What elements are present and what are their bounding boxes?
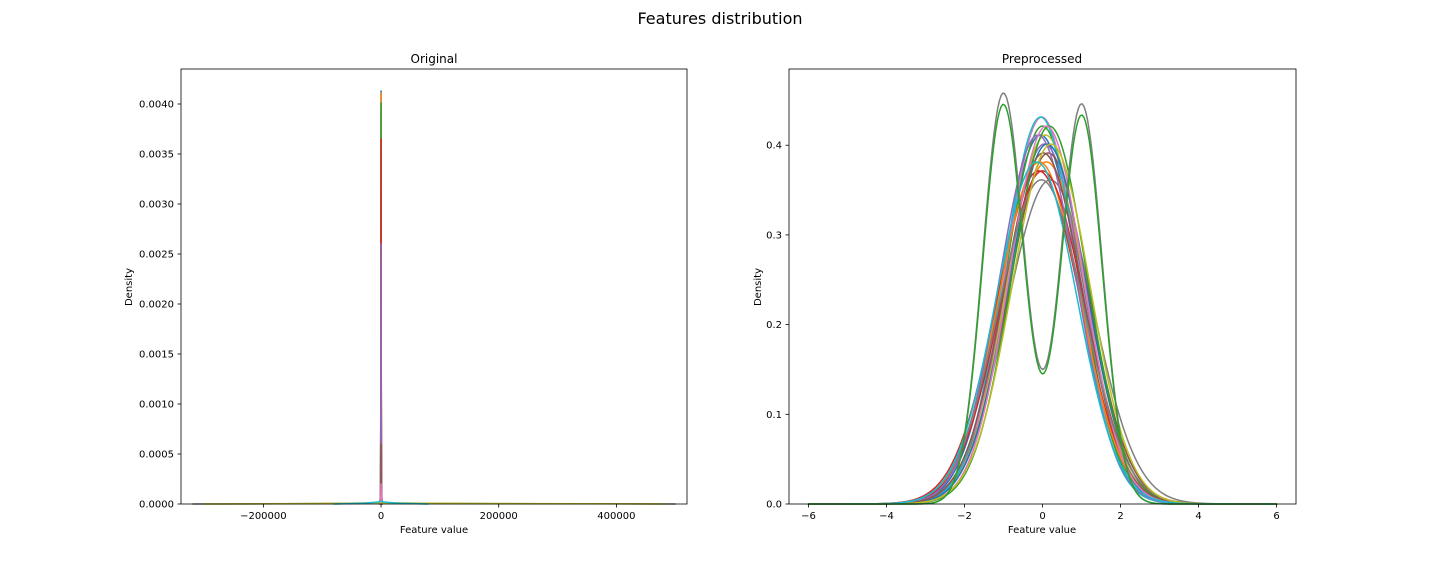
kde-curve-preprocessed xyxy=(807,161,1278,505)
y-tick-label: 0.0015 xyxy=(139,350,174,361)
axes-title-preprocessed: Preprocessed xyxy=(1002,52,1082,66)
kde-curve-preprocessed xyxy=(807,152,1278,505)
x-tick-label: 0 xyxy=(378,511,384,522)
x-axis-label-preprocessed: Feature value xyxy=(1008,525,1076,536)
y-tick-label: 0.0035 xyxy=(139,150,174,161)
axes-title-original: Original xyxy=(411,52,458,66)
axes-preprocessed: Preprocessed −6 −4 −2 0 2 4 6 0.00.10.20.30.4 … xyxy=(753,52,1297,536)
x-tick-label: 200000 xyxy=(480,511,518,522)
kde-curve-original xyxy=(333,500,429,505)
kde-curve-preprocessed xyxy=(807,170,1278,505)
y-tick-label: 0.0030 xyxy=(139,200,174,211)
kde-curve-preprocessed xyxy=(807,143,1278,505)
kde-curve-preprocessed xyxy=(807,125,1278,505)
y-tick-label: 0.0025 xyxy=(139,250,174,261)
plot-frame-original xyxy=(180,68,688,505)
kde-curve-preprocessed xyxy=(807,134,1278,505)
kde-curve-preprocessed xyxy=(807,134,1278,505)
kde-curve-preprocessed xyxy=(807,125,1278,505)
x-tick-label: −6 xyxy=(801,511,816,522)
x-tick-label: 4 xyxy=(1195,511,1201,522)
x-tick-label: 6 xyxy=(1273,511,1279,522)
y-tick-label: 0.3 xyxy=(766,230,782,241)
kde-curve-preprocessed xyxy=(807,116,1278,505)
kde-curve-preprocessed xyxy=(807,125,1278,505)
kde-curve-preprocessed xyxy=(807,116,1278,505)
x-tick-label: 400000 xyxy=(597,511,635,522)
y-tick-label: 0.1 xyxy=(766,410,782,421)
y-tick-label: 0.0 xyxy=(766,500,782,511)
kde-curve-preprocessed xyxy=(807,134,1278,505)
curves-preprocessed xyxy=(807,92,1278,505)
y-ticks-original: 0.0000 0.0005 0.0010 0.0015 0.0020 0.0025 0.00… xyxy=(139,100,181,511)
x-tick-label: 0 xyxy=(1039,511,1045,522)
kde-curve-preprocessed xyxy=(807,179,1278,505)
kde-curve-preprocessed xyxy=(807,161,1278,505)
y-tick-label: 0.0020 xyxy=(139,300,174,311)
x-ticks-preprocessed: −6 −4 −2 0 2 4 6 xyxy=(801,504,1280,522)
y-tick-label: 0.2 xyxy=(766,320,782,331)
kde-curve-preprocessed xyxy=(807,179,1278,505)
y-tick-label: 0.0000 xyxy=(139,500,174,511)
kde-curve-preprocessed xyxy=(807,143,1278,505)
y-tick-label: 0.4 xyxy=(766,141,782,152)
figure-title: Features distribution xyxy=(637,9,802,28)
axes-original: Original −200000 0 200000 400000 0.00000.00… xyxy=(124,52,688,536)
y-tick-label: 0.0010 xyxy=(139,400,174,411)
y-axis-label-original: Density xyxy=(124,268,135,306)
x-tick-label: 2 xyxy=(1117,511,1123,522)
kde-curve-preprocessed xyxy=(807,143,1278,505)
y-tick-label: 0.0040 xyxy=(139,100,174,111)
curves-original xyxy=(192,90,676,505)
kde-curve-preprocessed xyxy=(807,152,1278,505)
x-tick-label: −2 xyxy=(957,511,972,522)
y-tick-label: 0.0005 xyxy=(139,450,174,461)
x-axis-label-original: Feature value xyxy=(400,525,468,536)
kde-curve-preprocessed xyxy=(807,170,1278,505)
kde-curve-preprocessed xyxy=(807,161,1278,505)
x-tick-label: −4 xyxy=(879,511,894,522)
x-ticks-original: −200000 0 200000 400000 xyxy=(240,504,635,522)
kde-curve-preprocessed-bimodal xyxy=(807,92,1278,505)
y-ticks-preprocessed: 0.0 0.1 0.2 0.3 0.4 xyxy=(766,141,789,511)
y-axis-label-preprocessed: Density xyxy=(753,268,764,306)
x-tick-label: −200000 xyxy=(240,511,287,522)
kde-curve-original xyxy=(379,483,383,505)
